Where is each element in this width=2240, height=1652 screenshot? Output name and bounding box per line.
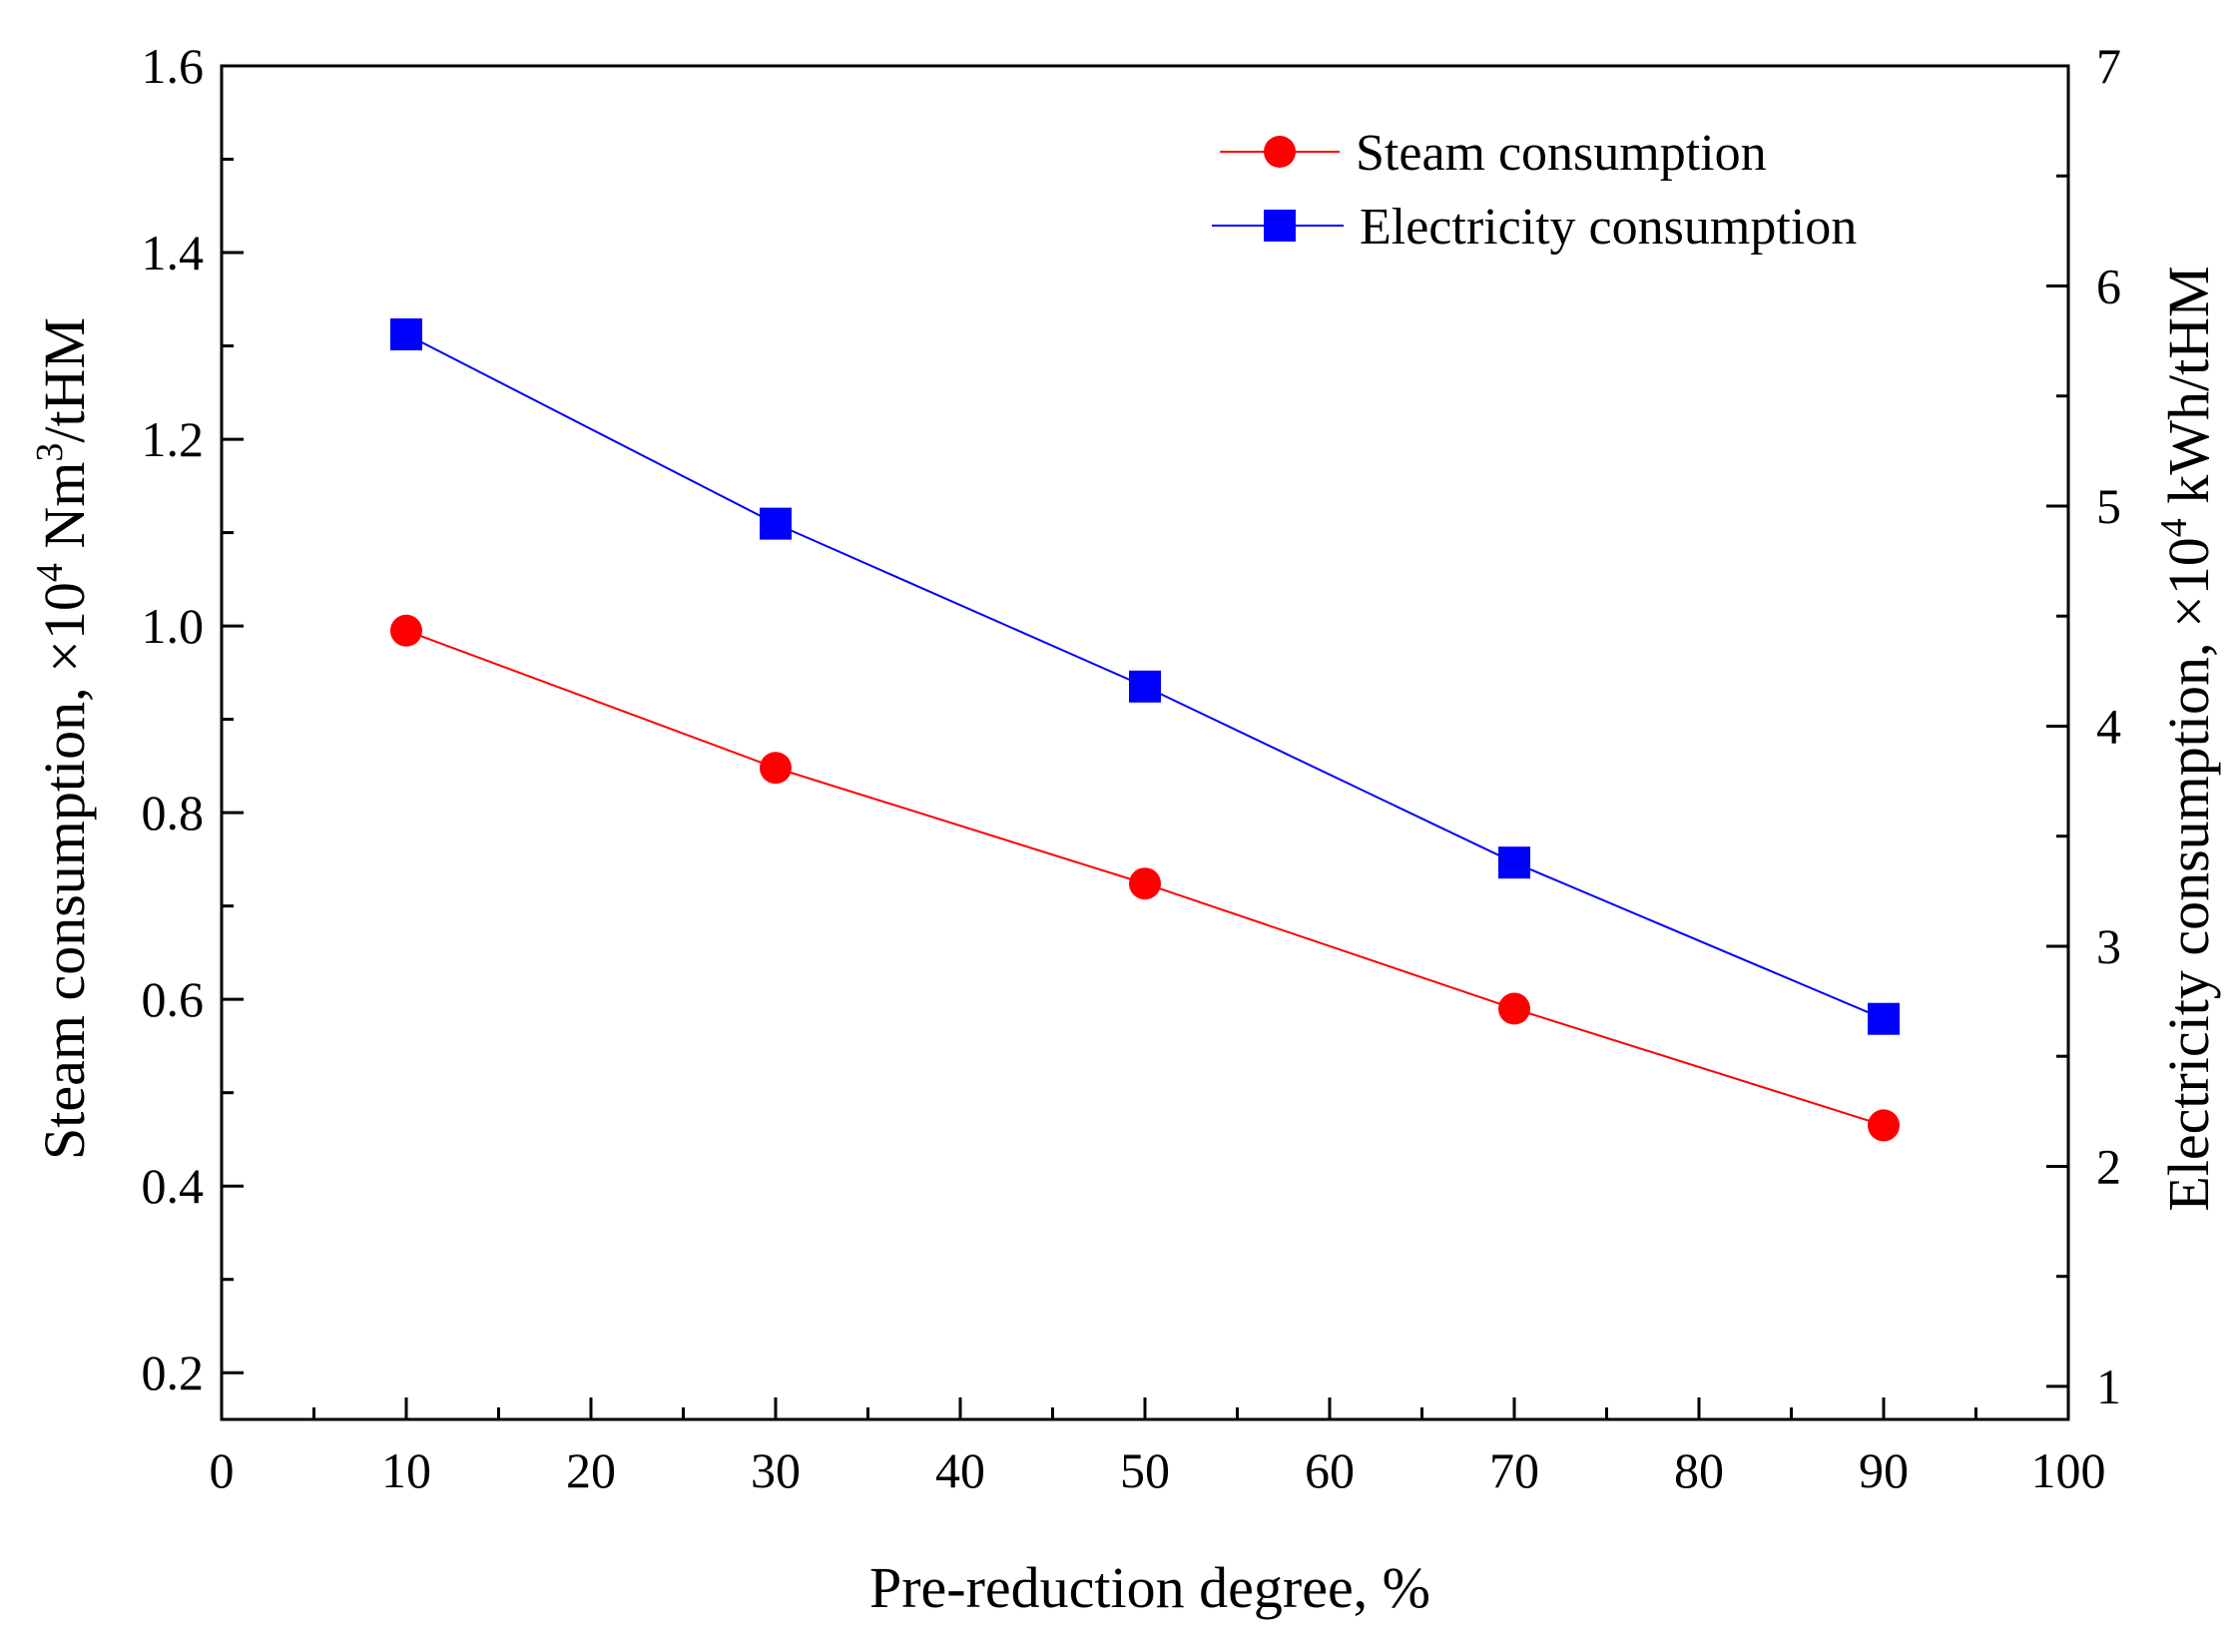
x-tick-label: 0 <box>210 1442 235 1498</box>
electricity-point <box>1129 670 1161 703</box>
y-right-tick-label: 5 <box>2096 478 2121 534</box>
x-tick-label: 20 <box>566 1442 616 1498</box>
y-left-axis-title: Steam consumption, ×104 Nm3/tHM <box>29 317 97 1160</box>
legend-steam-marker <box>1264 136 1296 168</box>
x-tick-label: 70 <box>1489 1442 1539 1498</box>
plot-frame <box>220 64 2070 1421</box>
y-left-tick-label: 0.2 <box>142 1345 205 1400</box>
x-tick-label: 90 <box>1859 1442 1909 1498</box>
y-left-tick-label: 0.6 <box>142 971 205 1027</box>
y-right-tick-label: 7 <box>2096 38 2121 94</box>
y-right-axis-title: Electricity consumption, ×104 kWh/tHM <box>2153 266 2221 1211</box>
y-right-tick-label: 4 <box>2096 698 2121 754</box>
steam-point <box>1868 1109 1900 1142</box>
x-axis-title: Pre-reduction degree, % <box>869 1555 1430 1620</box>
x-tick-label: 80 <box>1674 1442 1724 1498</box>
x-tick-label: 40 <box>935 1442 985 1498</box>
steam-point <box>760 752 792 785</box>
y-right-tick-label: 6 <box>2096 258 2121 313</box>
legend: Steam consumption Electricity consumptio… <box>1212 125 1857 256</box>
steam-point <box>1129 867 1161 900</box>
x-tick-label: 100 <box>2031 1442 2106 1498</box>
electricity-point <box>390 317 422 350</box>
y-right-tick-label: 3 <box>2096 918 2121 974</box>
y-left-tick-label: 0.8 <box>142 785 205 840</box>
x-tick-label: 50 <box>1120 1442 1170 1498</box>
y-left-tick-label: 1.2 <box>142 411 205 467</box>
y-left-tick-label: 0.4 <box>142 1158 205 1214</box>
y-right-tick-label: 2 <box>2096 1138 2121 1194</box>
ticks-layer: 0 10 20 30 40 50 60 70 80 90 100 0.2 0.4 0.6 0.8 1.0 1.2… <box>142 38 2122 1498</box>
legend-electricity-label: Electricity consumption <box>1360 199 1857 256</box>
y-left-tick-label: 1.4 <box>142 225 205 280</box>
y-left-tick-label: 1.6 <box>142 38 205 94</box>
electricity-point <box>1868 1002 1900 1035</box>
legend-steam-label: Steam consumption <box>1356 125 1767 182</box>
x-tick-label: 60 <box>1305 1442 1355 1498</box>
x-tick-label: 30 <box>751 1442 801 1498</box>
steam-point <box>1498 992 1530 1025</box>
electricity-point <box>760 507 792 540</box>
series-layer <box>390 317 1900 1142</box>
steam-point <box>390 614 422 647</box>
x-tick-label: 10 <box>381 1442 431 1498</box>
electricity-point <box>1498 846 1530 879</box>
y-left-tick-label: 1.0 <box>142 598 205 654</box>
legend-electricity-marker <box>1264 210 1296 242</box>
y-right-tick-label: 1 <box>2096 1359 2121 1414</box>
